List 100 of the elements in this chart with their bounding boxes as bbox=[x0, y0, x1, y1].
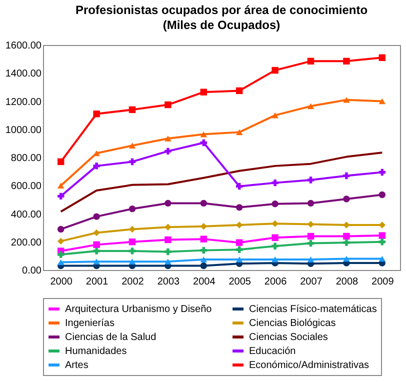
y-tick-label: 0.00 bbox=[22, 266, 42, 276]
line-series bbox=[60, 152, 384, 213]
point bbox=[200, 139, 208, 146]
point bbox=[93, 213, 100, 220]
point bbox=[236, 204, 243, 211]
point bbox=[164, 136, 172, 142]
point bbox=[57, 238, 64, 245]
point bbox=[307, 240, 314, 247]
point bbox=[57, 182, 64, 189]
point bbox=[272, 66, 278, 74]
point bbox=[272, 220, 278, 227]
x-tick-label: 2001 bbox=[86, 276, 109, 288]
point bbox=[57, 259, 64, 266]
point bbox=[200, 88, 208, 96]
point bbox=[307, 58, 314, 65]
point bbox=[93, 258, 100, 264]
point bbox=[378, 222, 386, 228]
legend-label: Arquitectura Urbanismo y Diseño bbox=[65, 304, 212, 315]
y-tick-label: 800.00 bbox=[10, 153, 42, 164]
point bbox=[378, 98, 386, 104]
point bbox=[272, 234, 278, 242]
y-tick-label: 1200.00 bbox=[5, 96, 42, 108]
point bbox=[164, 248, 172, 256]
point bbox=[378, 256, 386, 262]
point bbox=[200, 236, 208, 242]
x-tick-label: 2000 bbox=[50, 276, 73, 288]
point bbox=[378, 191, 386, 198]
legend-label: Económico/Administrativas bbox=[249, 360, 370, 371]
legend-label: Ciencias Físico-matemáticas bbox=[249, 304, 377, 315]
point bbox=[200, 131, 208, 138]
point bbox=[307, 220, 314, 228]
point bbox=[343, 172, 350, 180]
point bbox=[164, 236, 172, 244]
point bbox=[93, 110, 100, 118]
point bbox=[307, 232, 314, 240]
y-tick-label: 1400.00 bbox=[5, 68, 42, 80]
chart-subtitle: (Miles de Ocupados) bbox=[162, 18, 280, 32]
point bbox=[236, 256, 243, 262]
legend-label: Ciencias Sociales bbox=[249, 332, 328, 343]
legend-label: Ingenierías bbox=[65, 318, 114, 329]
point bbox=[93, 162, 100, 170]
point bbox=[307, 176, 314, 184]
point bbox=[307, 256, 314, 262]
point bbox=[128, 226, 136, 233]
point bbox=[236, 239, 243, 246]
y-tick-label: 200.00 bbox=[10, 237, 42, 248]
point bbox=[378, 54, 386, 62]
point bbox=[343, 96, 350, 103]
point bbox=[128, 248, 136, 254]
point bbox=[378, 168, 386, 176]
point bbox=[128, 238, 136, 246]
point bbox=[164, 148, 172, 155]
legend-label: Educación bbox=[249, 346, 296, 357]
point bbox=[343, 256, 350, 262]
x-tick-label: 2005 bbox=[228, 276, 252, 288]
point bbox=[200, 223, 208, 230]
point bbox=[93, 150, 100, 156]
point bbox=[128, 205, 136, 212]
point bbox=[272, 112, 278, 118]
point bbox=[164, 224, 172, 230]
y-tick-label: 1600.00 bbox=[5, 40, 42, 52]
point bbox=[236, 182, 243, 190]
point bbox=[57, 226, 64, 233]
point bbox=[307, 200, 314, 207]
point bbox=[236, 246, 243, 253]
point bbox=[200, 200, 208, 207]
point bbox=[343, 196, 350, 202]
x-tick-label: 2006 bbox=[264, 276, 288, 288]
point bbox=[128, 158, 136, 166]
point bbox=[93, 248, 100, 254]
point bbox=[236, 129, 243, 136]
x-tick-label: 2003 bbox=[157, 276, 180, 288]
x-tick-label: 2007 bbox=[300, 276, 323, 288]
legend-label: Humanidades bbox=[65, 346, 127, 357]
point bbox=[236, 87, 243, 94]
point bbox=[57, 251, 64, 258]
point bbox=[128, 258, 136, 264]
x-tick-label: 2008 bbox=[336, 276, 359, 288]
legend-label: Ciencias Biológicas bbox=[249, 318, 336, 329]
point bbox=[93, 229, 100, 236]
legend-label: Ciencias de la Salud bbox=[65, 332, 156, 343]
point bbox=[164, 258, 172, 264]
point bbox=[93, 241, 100, 248]
y-tick-label: 400.00 bbox=[10, 209, 42, 220]
point bbox=[236, 222, 243, 228]
point bbox=[128, 142, 136, 148]
point bbox=[343, 58, 350, 65]
legend-label: Artes bbox=[65, 360, 88, 371]
point bbox=[272, 242, 278, 250]
point bbox=[307, 103, 314, 110]
x-tick-label: 2009 bbox=[372, 276, 394, 288]
point bbox=[57, 192, 64, 200]
point bbox=[272, 179, 278, 186]
chart-title: Profesionistas ocupados por área de conocimiento bbox=[75, 3, 368, 17]
y-tick-label: 600.00 bbox=[10, 181, 42, 192]
point bbox=[272, 200, 278, 208]
point bbox=[378, 232, 386, 239]
point bbox=[343, 232, 350, 240]
point bbox=[272, 256, 278, 262]
point bbox=[164, 101, 172, 108]
